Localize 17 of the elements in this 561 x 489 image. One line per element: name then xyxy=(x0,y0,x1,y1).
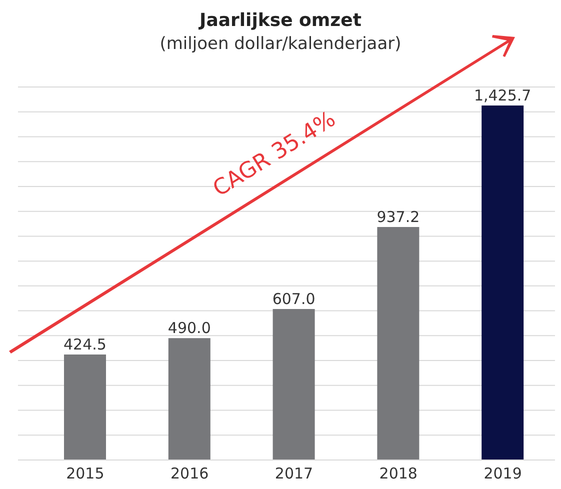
x-tick-label: 2017 xyxy=(274,464,314,483)
bar xyxy=(272,309,315,460)
data-label: 490.0 xyxy=(168,319,211,338)
data-label: 1,425.7 xyxy=(474,86,532,104)
data-label: 937.2 xyxy=(376,208,420,226)
bar xyxy=(64,354,106,460)
data-label: 607.0 xyxy=(272,290,316,308)
x-tick-label: 2019 xyxy=(484,464,522,483)
x-tick-label: 2018 xyxy=(379,464,418,483)
x-tick-label: 2016 xyxy=(170,464,209,483)
chart-title: Jaarlijkse omzet xyxy=(198,10,362,31)
bar xyxy=(168,338,210,460)
chart-subtitle: (miljoen dollar/kalenderjaar) xyxy=(158,34,402,54)
bar xyxy=(482,105,524,460)
bar xyxy=(377,226,420,460)
x-tick-label: 2015 xyxy=(66,464,104,483)
data-label: 424.5 xyxy=(64,335,106,354)
